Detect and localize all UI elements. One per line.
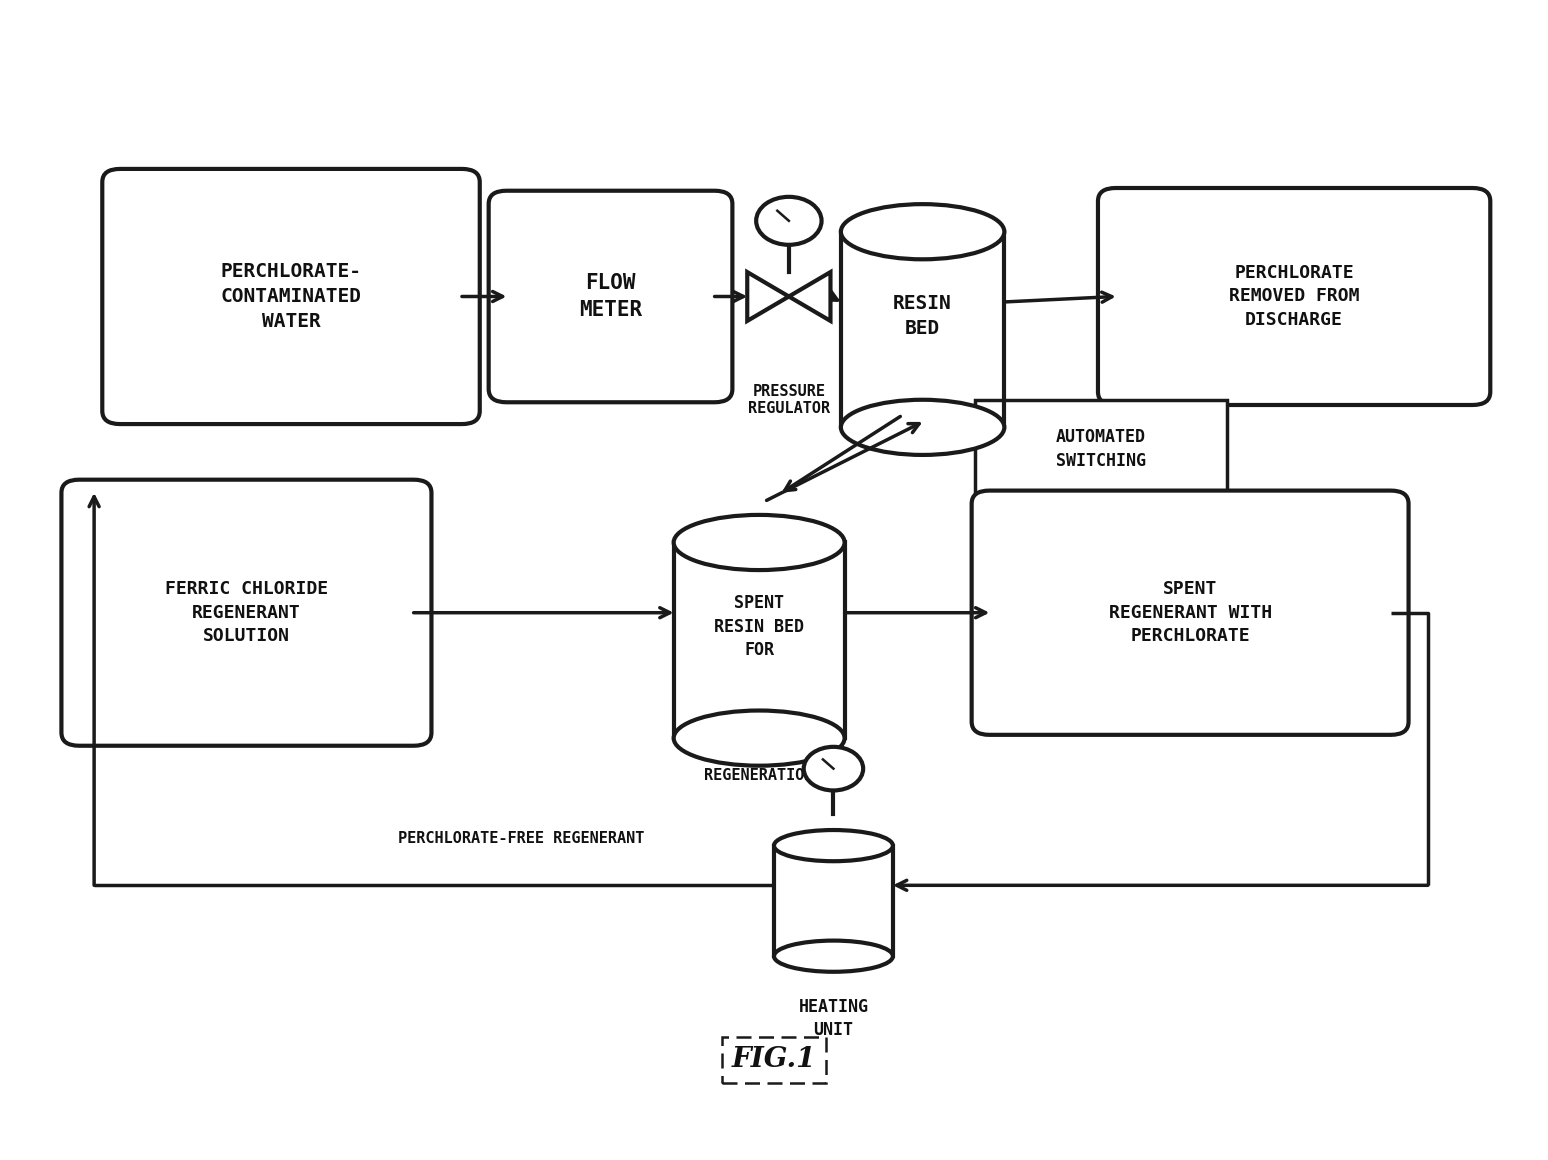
Bar [673,543,845,738]
Text: FIG.1: FIG.1 [732,1046,816,1073]
Text: HEATING
UNIT: HEATING UNIT [799,998,868,1039]
Text: RESIN
BED: RESIN BED [893,293,952,338]
FancyBboxPatch shape [102,169,480,425]
Text: PERCHLORATE-
CONTAMINATED
WATER: PERCHLORATE- CONTAMINATED WATER [220,262,362,331]
FancyBboxPatch shape [972,491,1409,734]
Ellipse shape [841,204,1005,260]
FancyBboxPatch shape [975,400,1228,498]
Ellipse shape [841,400,1005,455]
Ellipse shape [774,941,893,972]
Text: FLOW
METER: FLOW METER [579,274,642,320]
Text: PRESSURE
REGULATOR: PRESSURE REGULATOR [748,384,830,416]
Text: SPENT
RESIN BED
FOR: SPENT RESIN BED FOR [714,594,803,659]
Text: PERCHLORATE-FREE REGENERANT: PERCHLORATE-FREE REGENERANT [398,831,644,846]
Text: AUTOMATED
SWITCHING: AUTOMATED SWITCHING [1056,428,1146,470]
FancyBboxPatch shape [489,190,732,403]
Text: FERRIC CHLORIDE
REGENERANT
SOLUTION: FERRIC CHLORIDE REGENERANT SOLUTION [166,580,328,645]
Text: REGENERATION: REGENERATION [704,768,814,783]
FancyBboxPatch shape [62,480,432,746]
Text: SPENT
REGENERANT WITH
PERCHLORATE: SPENT REGENERANT WITH PERCHLORATE [1108,580,1271,645]
Circle shape [755,197,822,245]
Bar [774,846,893,956]
Circle shape [803,747,864,790]
Polygon shape [748,273,789,321]
Ellipse shape [673,711,845,766]
FancyBboxPatch shape [1098,188,1491,405]
Ellipse shape [673,515,845,570]
Polygon shape [789,273,830,321]
Text: PERCHLORATE
REMOVED FROM
DISCHARGE: PERCHLORATE REMOVED FROM DISCHARGE [1229,263,1359,329]
Bar [841,232,1005,427]
Ellipse shape [774,831,893,861]
